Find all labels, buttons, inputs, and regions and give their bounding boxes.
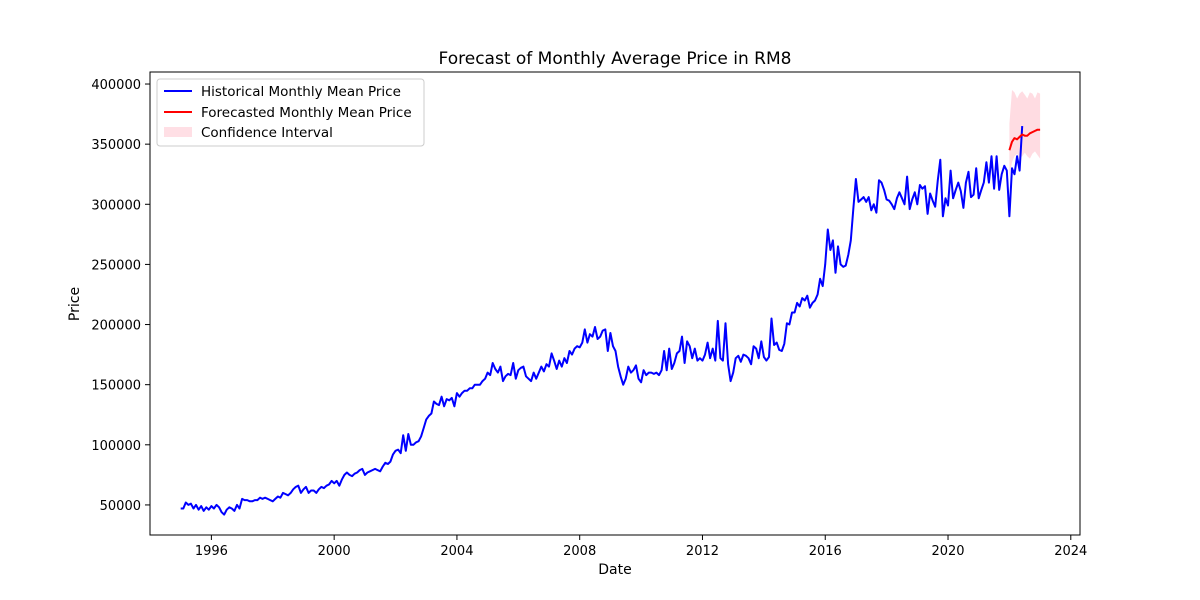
y-tick-label: 50000 <box>100 499 141 514</box>
legend-box <box>156 78 425 147</box>
y-tick-label: 350000 <box>91 138 141 153</box>
x-tick-label: 2004 <box>440 544 473 559</box>
line-layer <box>180 126 1041 516</box>
x-tick-label: 2024 <box>1054 544 1087 559</box>
historical-price-line <box>180 126 1024 516</box>
legend-label-historical: Historical Monthly Mean Price <box>201 84 401 100</box>
y-axis-label: Price <box>67 287 83 321</box>
legend-swatch-confidence <box>164 127 192 137</box>
x-tick-label: 2016 <box>809 544 842 559</box>
x-tick-label: 2020 <box>931 544 964 559</box>
x-tick-label: 2012 <box>686 544 719 559</box>
confidence-layer <box>1009 90 1041 177</box>
x-tick-label: 2008 <box>563 544 596 559</box>
y-axis: 50000 100000 150000 200000 250000 300000 35000… <box>91 78 150 514</box>
plot-area: 1996 2000 2004 2008 2012 2016 2020 2024 50000 10… <box>91 71 1087 559</box>
forecast-price-line <box>1008 128 1041 151</box>
chart-title: Forecast of Monthly Average Price in RM8 <box>439 49 792 69</box>
legend: Historical Monthly Mean Price Forecasted… <box>156 78 425 147</box>
legend-label-confidence: Confidence Interval <box>201 125 333 141</box>
y-tick-label: 100000 <box>91 439 141 454</box>
x-tick-label: 1996 <box>195 544 228 559</box>
y-tick-label: 150000 <box>91 379 141 394</box>
x-tick-label: 2000 <box>318 544 351 559</box>
y-tick-label: 400000 <box>91 78 141 93</box>
legend-label-forecast: Forecasted Monthly Mean Price <box>201 105 412 121</box>
y-tick-label: 300000 <box>91 198 141 213</box>
axes-frame <box>149 71 1081 536</box>
y-tick-label: 250000 <box>91 258 141 273</box>
confidence-interval-band <box>1009 90 1041 177</box>
x-axis-label: Date <box>598 562 631 578</box>
y-tick-label: 200000 <box>91 319 141 334</box>
x-axis: 1996 2000 2004 2008 2012 2016 2020 2024 <box>195 535 1087 559</box>
